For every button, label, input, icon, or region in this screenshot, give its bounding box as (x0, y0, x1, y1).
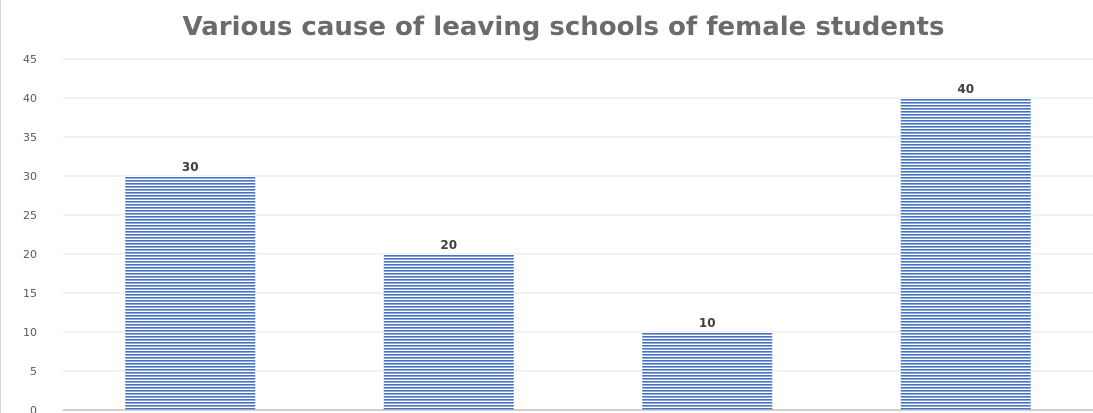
bar-data-label: 40 (957, 82, 974, 96)
chart-title: Various cause of leaving schools of fema… (182, 12, 945, 42)
bar (125, 176, 256, 410)
y-tick-label: 40 (23, 92, 37, 105)
y-tick-label: 0 (30, 404, 37, 413)
bars (125, 98, 1031, 410)
data-labels: 30 20 10 40 (182, 82, 974, 330)
y-tick-label: 10 (23, 326, 37, 339)
y-tick-label: 45 (23, 53, 37, 66)
y-tick-label: 25 (23, 209, 37, 222)
bar-data-label: 30 (182, 160, 199, 174)
y-tick-label: 35 (23, 131, 37, 144)
y-tick-label: 20 (23, 248, 37, 261)
y-tick-label: 5 (30, 365, 37, 378)
bar (642, 332, 773, 410)
bar (383, 254, 514, 410)
bar-data-label: 20 (440, 238, 457, 252)
y-axis-tick-labels: 0 5 10 15 20 25 30 35 40 45 (23, 53, 37, 413)
bar (900, 98, 1031, 410)
bar-data-label: 10 (699, 316, 716, 330)
y-tick-label: 15 (23, 287, 37, 300)
y-tick-label: 30 (23, 170, 37, 183)
